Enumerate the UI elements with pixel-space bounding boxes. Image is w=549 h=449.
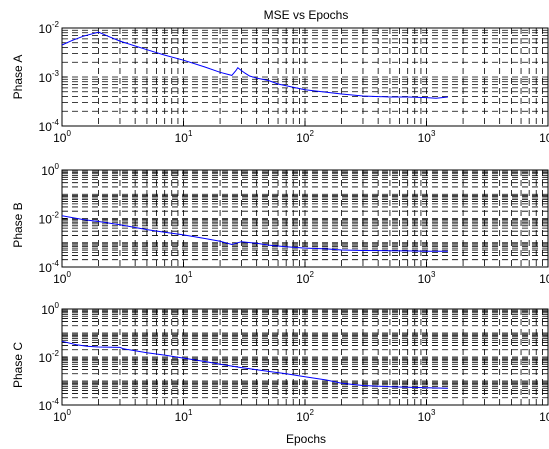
y-tick-label: 100 [41,162,59,178]
y-axis-label-phase-c: Phase C [11,342,25,388]
y-tick-label: 10-4 [39,259,60,275]
x-tick-label: 103 [418,129,436,145]
x-tick-label: 100 [53,129,71,145]
mse-series-line [61,31,448,99]
phase-a-panel: 100 101 102 103 104 10-4 10-3 10-2 [39,20,549,145]
x-tick-label: 101 [175,129,193,145]
y-tick-label: 10-4 [39,397,60,413]
figure-title: MSE vs Epochs [264,8,349,22]
y-tick-label: 100 [41,301,59,317]
mse-series-line [61,215,448,252]
x-axis-label: Epochs [286,432,326,446]
y-tick-label: 10-3 [39,69,60,85]
x-tick-label: 101 [175,270,193,286]
x-tick-label: 102 [296,129,314,145]
x-tick-label: 103 [418,270,436,286]
x-tick-label: 103 [418,408,436,424]
x-tick-label: 102 [296,270,314,286]
y-tick-label: 10-2 [39,20,60,36]
phase-b-panel: 100 101 102 103 104 10-4 10-2 100 [39,162,549,286]
y-tick-label: 10-2 [39,211,60,227]
y-tick-label: 10-2 [39,349,60,365]
phase-c-panel: 100 101 102 103 104 10-4 10-2 100 [39,301,549,424]
x-tick-label: 104 [539,129,549,145]
mse-series-line [61,340,448,389]
x-tick-label: 104 [539,408,549,424]
x-tick-label: 100 [53,270,71,286]
y-tick-label: 10-4 [39,118,60,134]
x-tick-label: 102 [296,408,314,424]
x-tick-label: 100 [53,408,71,424]
y-axis-label-phase-b: Phase B [11,202,25,247]
x-tick-label: 101 [175,408,193,424]
x-tick-label: 104 [539,270,549,286]
y-axis-label-phase-a: Phase A [11,55,25,100]
